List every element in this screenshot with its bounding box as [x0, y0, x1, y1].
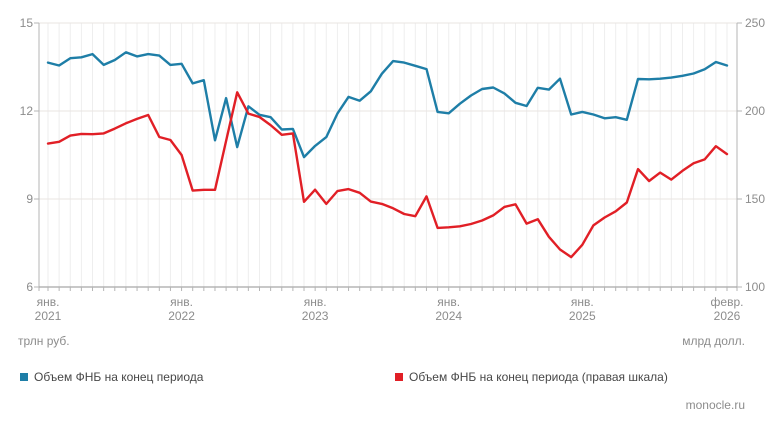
x-axis-label: янв. 2021	[34, 295, 62, 323]
x-axis-label: янв. 2023	[301, 295, 329, 323]
x-axis-label: февр. 2026	[710, 295, 744, 323]
legend-label-rub: Объем ФНБ на конец периода	[34, 370, 204, 384]
x-axis-label: янв. 2024	[435, 295, 463, 323]
axis-tick-label: 100	[745, 280, 766, 294]
axis-tick-label: 6	[26, 280, 33, 294]
axis-tick-label: 250	[745, 16, 766, 30]
right-axis-unit: млрд долл.	[682, 334, 745, 348]
series-line-usd	[46, 91, 729, 259]
legend-item-rub: Объем ФНБ на конец периода	[20, 370, 203, 384]
axis-tick-label: 12	[19, 104, 33, 118]
axis-tick-label: 200	[745, 104, 766, 118]
legend-swatch-blue-icon	[20, 373, 28, 381]
axis-tick-label: 9	[26, 192, 33, 206]
legend-swatch-red-icon	[395, 373, 403, 381]
left-axis-unit: трлн руб.	[18, 334, 70, 348]
legend-label-usd: Объем ФНБ на конец периода (правая шкала…	[409, 370, 668, 384]
axis-tick-label: 150	[745, 192, 766, 206]
x-axis-label: янв. 2025	[568, 295, 596, 323]
series-line-rub	[46, 51, 729, 159]
legend-item-usd: Объем ФНБ на конец периода (правая шкала…	[395, 370, 668, 384]
source-credit: monocle.ru	[685, 398, 745, 412]
x-axis-label: янв. 2022	[168, 295, 195, 323]
axis-tick-label: 15	[19, 16, 33, 30]
legend: Объем ФНБ на конец периода Объем ФНБ на …	[0, 370, 784, 384]
